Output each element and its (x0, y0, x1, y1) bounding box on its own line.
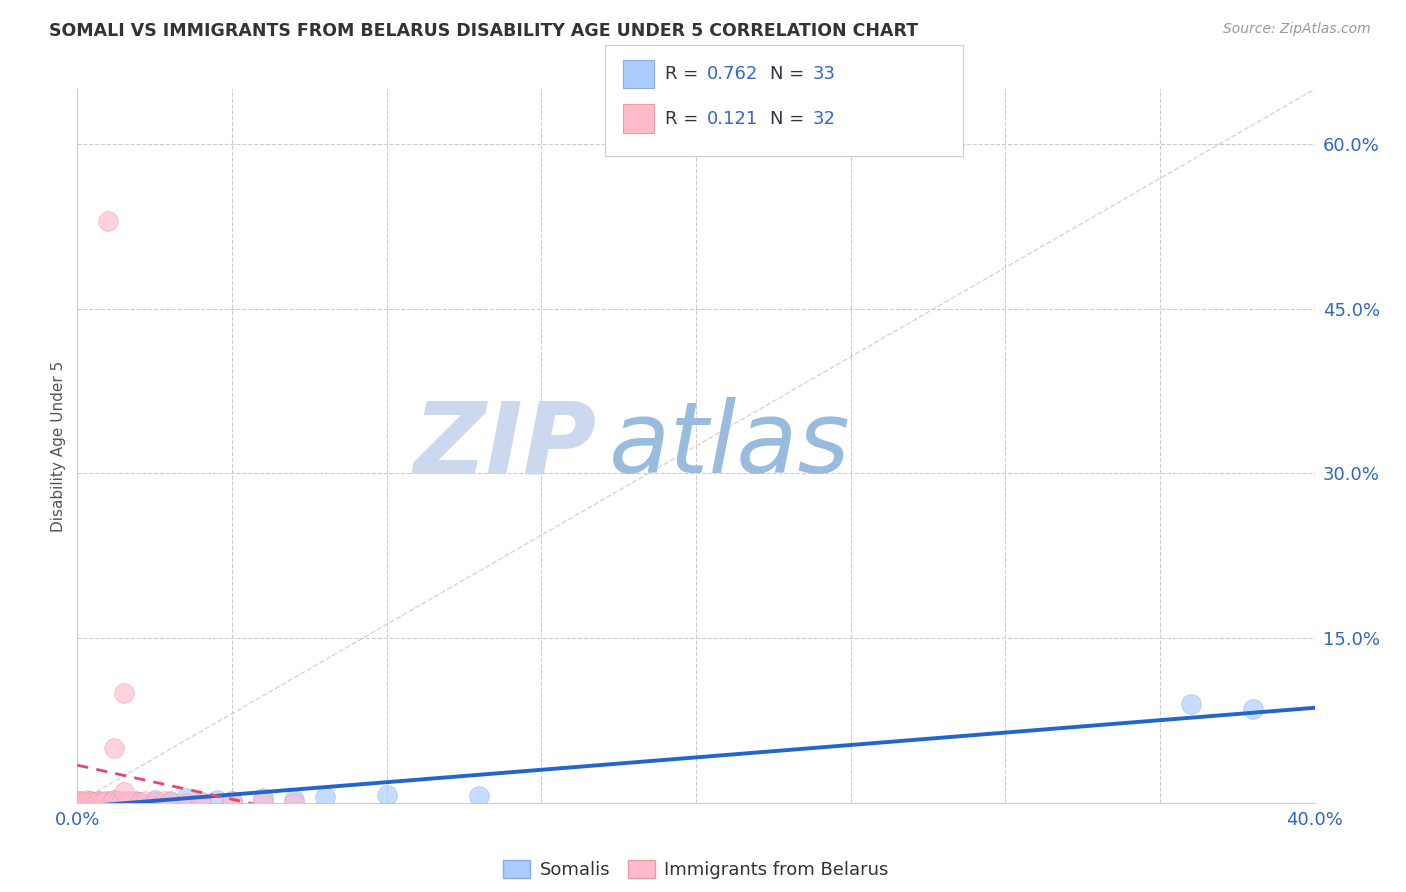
Point (252, 795, 274, 809)
Point (125, 796, 148, 810)
Point (134, 794, 156, 808)
Point (125, 794, 148, 808)
Point (69, 794, 91, 808)
Text: atlas: atlas (609, 398, 851, 494)
Point (205, 792, 228, 806)
Text: 32: 32 (813, 110, 835, 128)
Text: Source: ZipAtlas.com: Source: ZipAtlas.com (1223, 22, 1371, 37)
Point (122, 796, 145, 810)
Point (115, 795, 138, 809)
Text: N =: N = (770, 65, 810, 83)
Point (103, 792, 125, 806)
Point (79, 794, 101, 808)
Point (110, 795, 132, 809)
Point (221, 794, 243, 808)
Text: 33: 33 (813, 65, 835, 83)
Text: 0.121: 0.121 (707, 110, 758, 128)
Point (79, 794, 101, 808)
Point (94, 795, 117, 809)
Point (107, 794, 129, 808)
Text: 0.762: 0.762 (707, 65, 759, 83)
Point (1241, 702, 1264, 716)
Point (84, 796, 107, 810)
Point (69, 794, 91, 808)
Point (118, 795, 141, 809)
Point (76, 792, 98, 806)
Point (94, 794, 117, 808)
Point (375, 788, 398, 802)
Point (118, 794, 141, 808)
Point (283, 792, 305, 806)
Point (128, 795, 150, 809)
Point (97, 794, 120, 808)
Point (112, 785, 135, 799)
Text: R =: R = (665, 65, 704, 83)
Point (103, 792, 125, 806)
Point (143, 795, 166, 809)
Point (87, 794, 110, 808)
Point (174, 791, 197, 805)
Point (221, 794, 243, 808)
Point (72, 795, 94, 809)
Point (91, 795, 114, 809)
Point (190, 795, 212, 809)
Point (76, 795, 98, 809)
Point (100, 795, 122, 809)
Text: R =: R = (665, 110, 710, 128)
Point (97, 214, 120, 228)
Point (314, 790, 336, 805)
Point (159, 795, 181, 809)
Point (72, 796, 94, 810)
Point (84, 795, 107, 809)
Text: N =: N = (770, 110, 810, 128)
Point (1180, 697, 1202, 711)
Point (143, 792, 166, 806)
Point (103, 740, 125, 755)
Point (128, 795, 150, 809)
Point (110, 795, 132, 809)
Point (112, 686, 135, 700)
Point (159, 794, 181, 808)
Point (122, 795, 145, 809)
Point (153, 794, 176, 808)
Point (283, 796, 305, 810)
Point (174, 796, 197, 810)
Point (87, 794, 110, 808)
Point (66, 795, 89, 809)
Point (100, 795, 122, 809)
Point (252, 791, 274, 805)
Point (91, 796, 114, 810)
Y-axis label: Disability Age Under 5: Disability Age Under 5 (51, 360, 66, 532)
Point (107, 794, 129, 808)
Point (82, 795, 104, 809)
Point (112, 796, 135, 810)
Point (115, 794, 138, 808)
Legend: Somalis, Immigrants from Belarus: Somalis, Immigrants from Belarus (496, 853, 896, 887)
Point (468, 789, 491, 804)
Text: SOMALI VS IMMIGRANTS FROM BELARUS DISABILITY AGE UNDER 5 CORRELATION CHART: SOMALI VS IMMIGRANTS FROM BELARUS DISABI… (49, 22, 918, 40)
Point (82, 796, 104, 810)
Text: ZIP: ZIP (413, 398, 598, 494)
Point (190, 795, 212, 809)
